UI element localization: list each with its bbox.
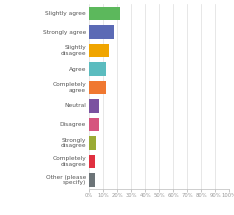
Bar [89,7,120,20]
Bar [89,62,106,76]
Bar [89,25,114,39]
Bar [89,99,99,113]
Bar [89,81,106,94]
Bar [89,44,109,57]
Bar [89,118,99,131]
Bar [89,136,96,150]
Bar [89,155,95,168]
Bar [89,173,95,187]
